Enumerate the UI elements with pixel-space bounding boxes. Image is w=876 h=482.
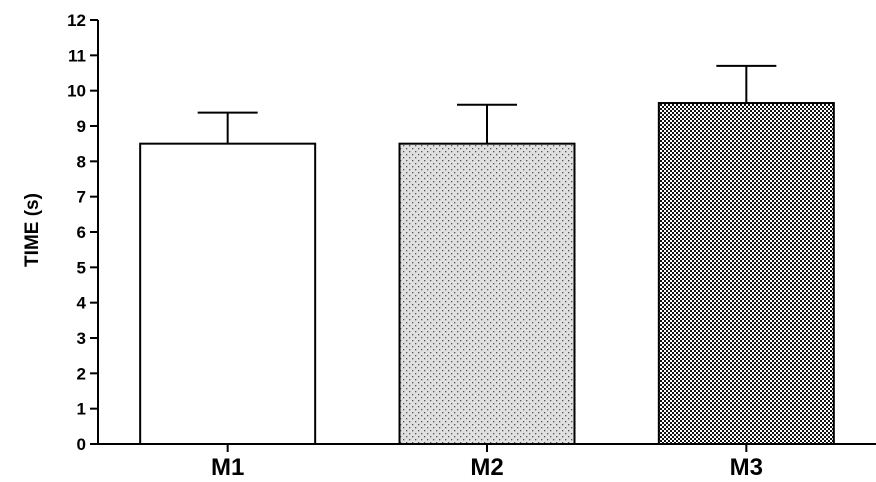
y-tick-label: 12 [67, 11, 86, 30]
y-axis-title: TIME (s) [22, 193, 43, 267]
y-tick-label: 6 [77, 223, 86, 242]
y-tick-label: 7 [77, 188, 86, 207]
y-tick-label: 0 [77, 435, 86, 454]
y-tick-label: 1 [77, 400, 86, 419]
x-tick-label: M3 [730, 454, 763, 481]
y-tick-label: 8 [77, 152, 86, 171]
x-tick-label: M1 [211, 454, 244, 481]
y-tick-label: 11 [68, 46, 86, 65]
bar-m3 [657, 102, 835, 446]
y-tick-label: 9 [77, 117, 86, 136]
x-tick-label: M2 [470, 454, 503, 481]
y-tick-label: 4 [77, 294, 87, 313]
y-tick-label: 2 [77, 364, 86, 383]
y-tick-label: 3 [77, 329, 86, 348]
y-tick-label: 10 [67, 82, 86, 101]
bar-m2 [398, 142, 576, 446]
bar-m1 [139, 142, 317, 446]
y-tick-label: 5 [77, 258, 86, 277]
